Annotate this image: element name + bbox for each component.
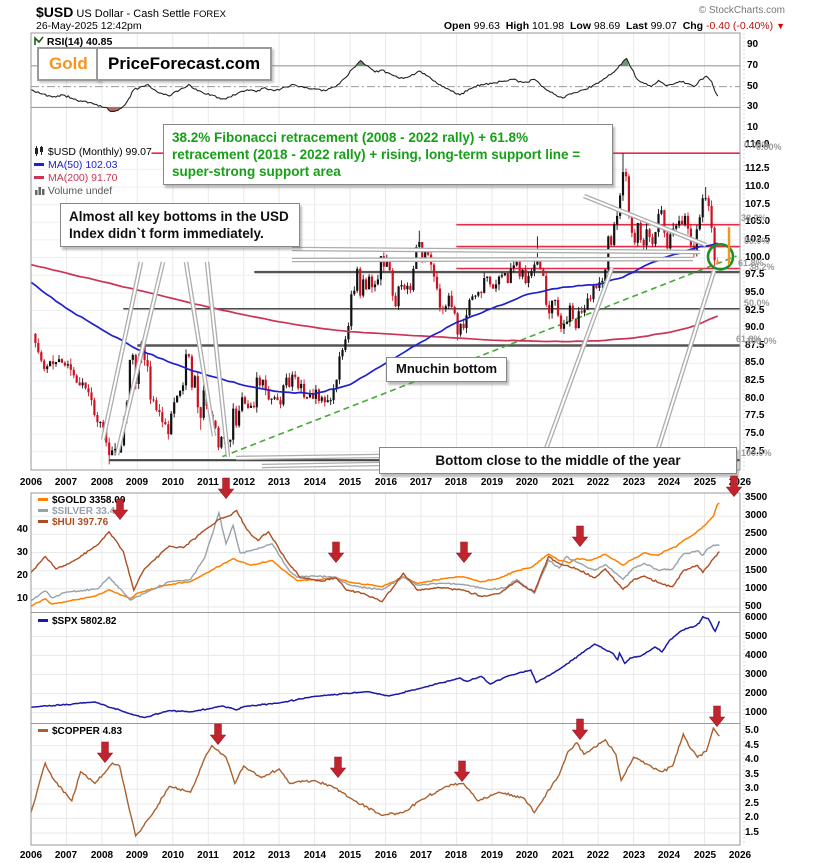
volume-bars-icon (35, 187, 45, 195)
chg-down-icon: ▼ (776, 21, 785, 31)
volume-legend-row: Volume undef (34, 185, 112, 197)
copyright: © StockCharts.com (698, 5, 785, 16)
ma50-legend-label: MA(50) 102.03 (48, 159, 118, 171)
volume-legend-label: Volume undef (47, 185, 113, 197)
low-value: 98.69 (593, 20, 621, 32)
key-bottoms-note: Almost all key bottoms in the USD Index … (60, 203, 300, 248)
spx-legend-row: $SPX 5802.82 (38, 616, 117, 627)
open-label: Open (443, 20, 471, 32)
chart-datetime: 26-May-2025 12:42pm (36, 20, 142, 32)
gold-logo-text: Gold (49, 54, 88, 73)
low-label: Low (570, 20, 591, 32)
gold-logo: Gold (37, 47, 100, 81)
last-value: 99.07 (650, 20, 677, 32)
ma50-legend-row: MA(50) 102.03 (34, 159, 117, 171)
spx-line-icon (38, 619, 48, 622)
quote-row: Open 99.63 High 101.98 Low 98.69 Last 99… (444, 20, 785, 32)
hui-line-icon (38, 520, 48, 523)
exchange-label: FOREX (193, 9, 226, 20)
chart-title: $USD US Dollar - Cash Settle FOREX (36, 4, 226, 20)
mnuchin-bottom-note: Mnuchin bottom (386, 357, 508, 382)
fib-support-note: 38.2% Fibonacci retracement (2008 - 2022… (163, 124, 613, 186)
spx-legend-label: $SPX 5802.82 (52, 616, 117, 627)
hui-legend-label: $HUI 397.76 (52, 517, 109, 528)
usd-legend-label: $USD (Monthly) 99.07 (47, 146, 152, 158)
indicator-icon (34, 36, 44, 45)
high-label: High (505, 20, 530, 32)
gold-legend-label: $GOLD 3358.00 (52, 495, 126, 506)
bottom-middle-year-banner: Bottom close to the middle of the year (379, 447, 737, 475)
priceforecast-logo: PriceForecast.com (96, 47, 273, 81)
rsi-label: RSI(14) 40.85 (46, 36, 113, 48)
symbol-description: US Dollar - Cash Settle (76, 8, 191, 20)
silver-legend-row: $SILVER 33.4 (38, 506, 115, 517)
gold-line-icon (38, 498, 48, 501)
ma50-line-icon (34, 163, 44, 166)
ma200-legend-row: MA(200) 91.70 (34, 172, 117, 184)
ma200-line-icon (34, 176, 44, 179)
open-value: 99.63 (473, 20, 500, 32)
gold-legend-row: $GOLD 3358.00 (38, 495, 125, 506)
candlestick-icon (35, 146, 43, 156)
rsi-legend: RSI(14) 40.85 (34, 36, 112, 48)
copper-legend-label: $COPPER 4.83 (52, 726, 123, 737)
chg-label: Chg (682, 20, 704, 32)
copper-legend-row: $COPPER 4.83 (38, 726, 122, 737)
silver-legend-label: $SILVER 33.4 (52, 506, 116, 517)
priceforecast-logo-text: PriceForecast.com (108, 54, 261, 73)
high-value: 101.98 (532, 20, 565, 32)
copper-line-icon (38, 729, 48, 732)
silver-line-icon (38, 509, 48, 512)
last-label: Last (626, 20, 648, 32)
usd-legend-row: $USD (Monthly) 99.07 (34, 146, 152, 158)
hui-legend-row: $HUI 397.76 (38, 517, 108, 528)
ma200-legend-label: MA(200) 91.70 (48, 172, 118, 184)
chg-value: -0.40 (-0.40%) (706, 20, 774, 32)
symbol-label: $USD (36, 4, 74, 20)
